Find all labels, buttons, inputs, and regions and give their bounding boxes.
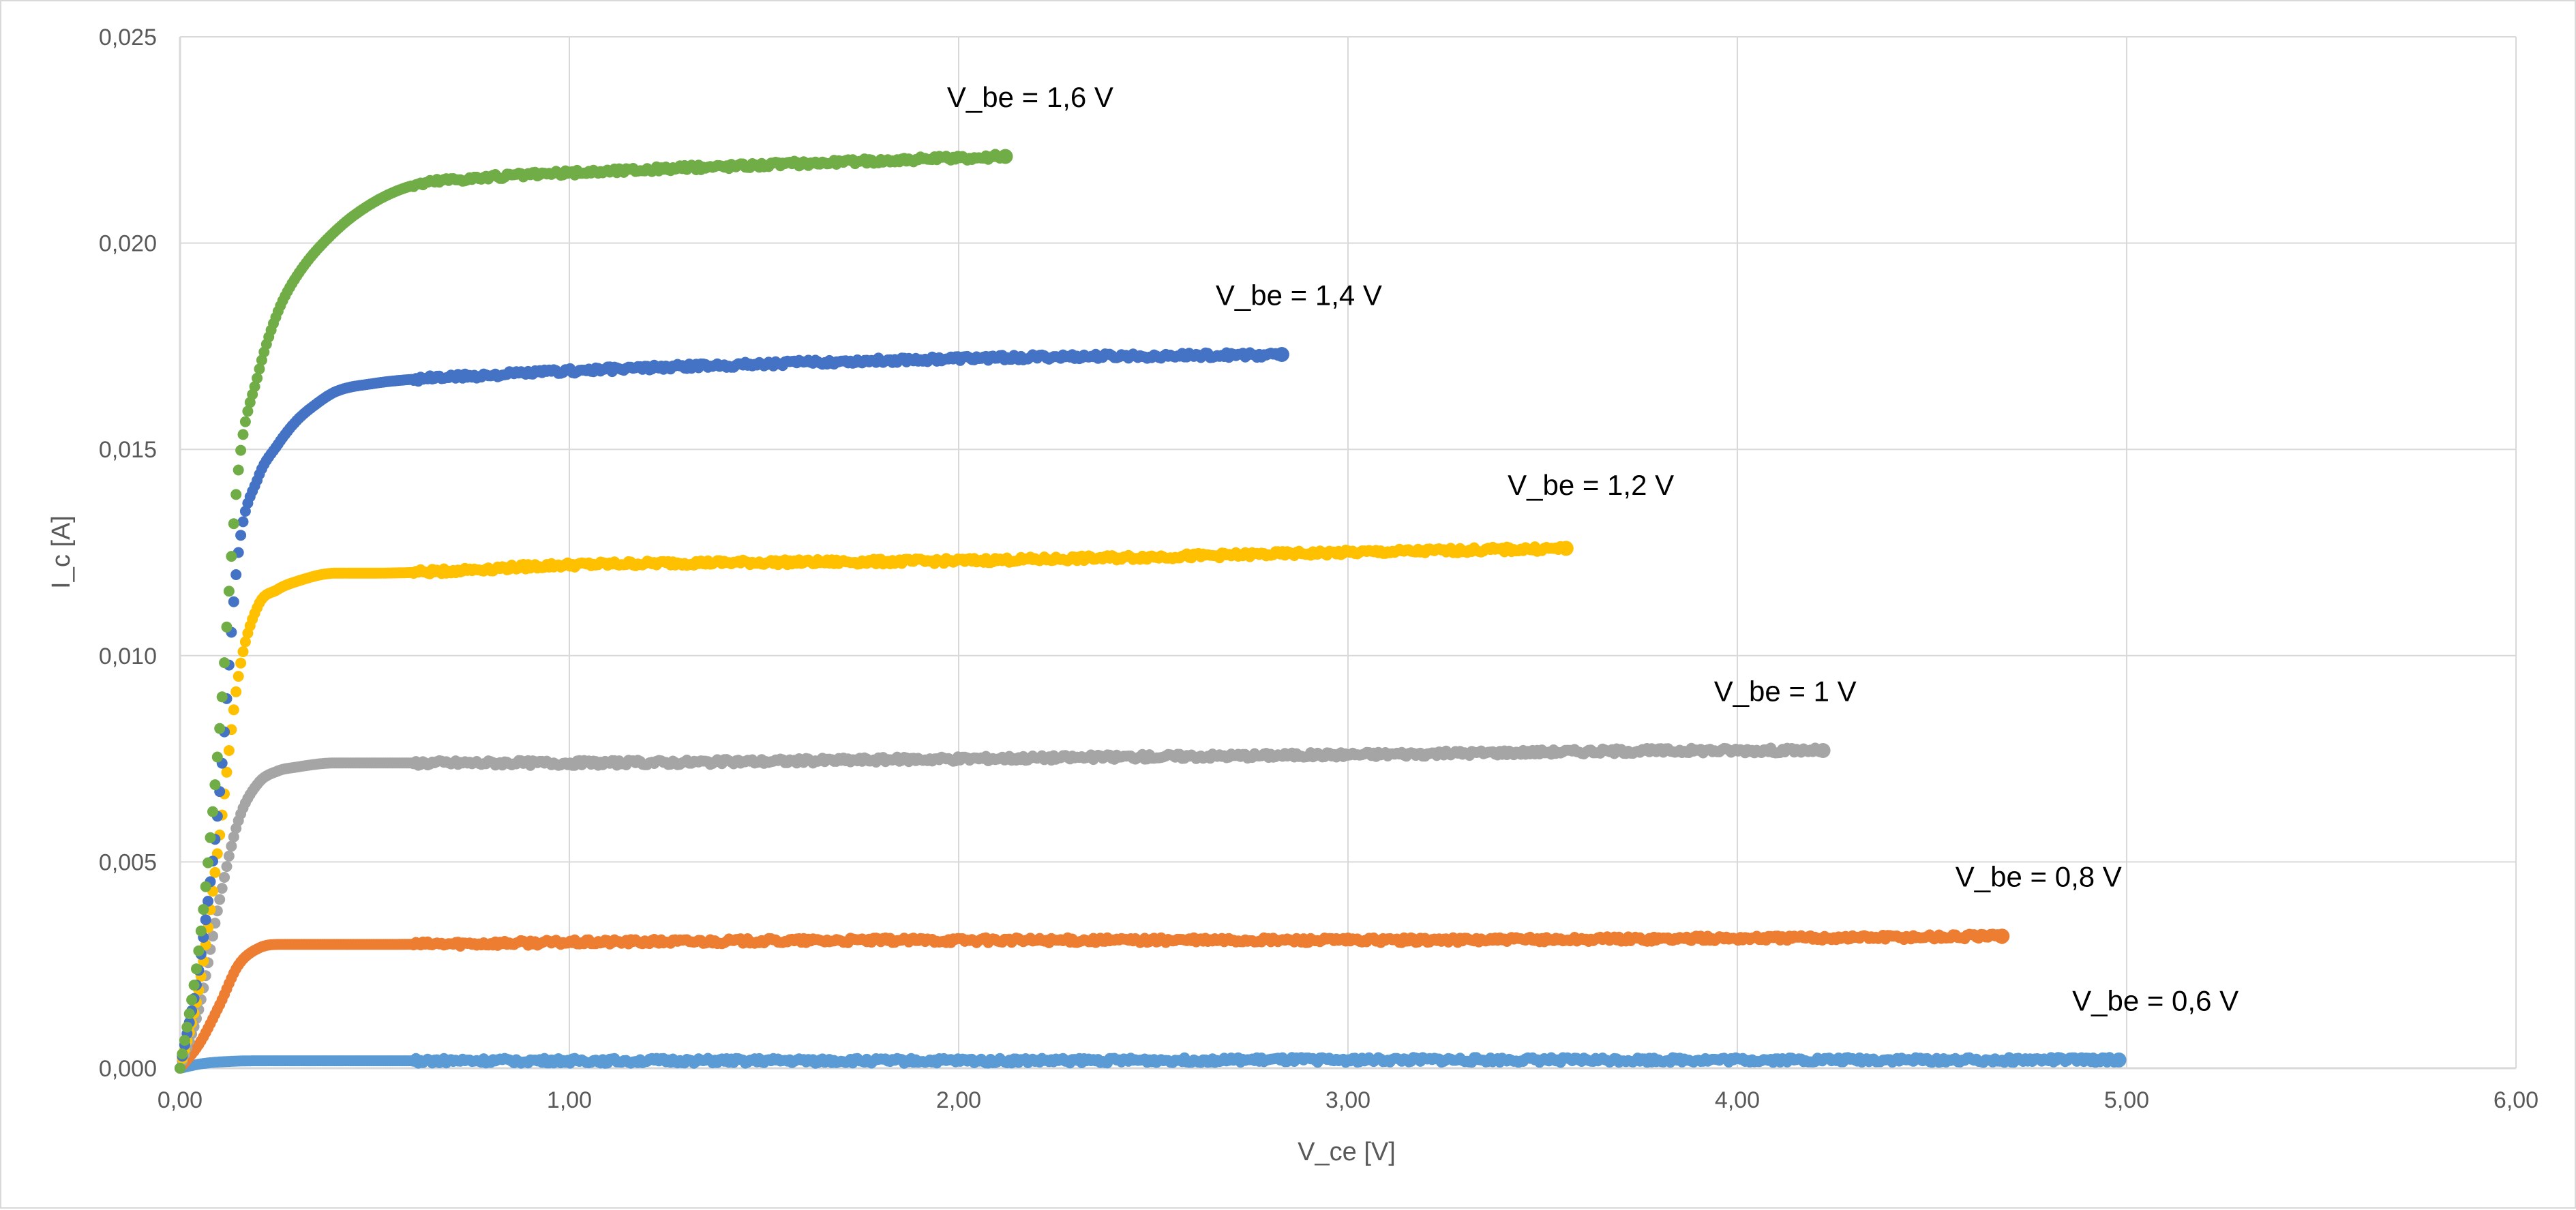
data-point [223, 850, 235, 862]
data-point [226, 841, 237, 852]
data-point [219, 872, 230, 883]
x-tick-label: 6,00 [2493, 1087, 2538, 1113]
x-tick-label: 3,00 [1326, 1087, 1371, 1113]
data-point [200, 914, 211, 926]
series-end-point [1815, 743, 1831, 758]
data-point [216, 691, 228, 703]
y-axis-title: I_c [A] [47, 515, 76, 589]
y-tick-label: 0,025 [99, 25, 157, 50]
series-4 [175, 347, 1289, 1074]
data-point [188, 980, 200, 991]
series-end-point [1558, 541, 1574, 556]
data-point [237, 646, 249, 657]
data-point [235, 530, 247, 541]
series-2 [175, 742, 1831, 1074]
data-point [177, 1048, 188, 1059]
data-point [233, 671, 244, 682]
data-point [216, 883, 228, 894]
data-point [179, 1035, 190, 1046]
data-point [205, 832, 216, 843]
series-label: V_be = 0,8 V [1956, 861, 2122, 893]
x-tick-label: 1,00 [547, 1087, 592, 1113]
data-point [228, 596, 239, 607]
data-point [230, 569, 242, 580]
series-0 [175, 1052, 2127, 1074]
data-point [219, 657, 230, 669]
x-tick-label: 5,00 [2104, 1087, 2149, 1113]
data-point [223, 745, 235, 756]
data-point [228, 704, 239, 716]
data-point [233, 464, 244, 476]
data-point [214, 894, 226, 905]
series-end-point [1994, 928, 2010, 944]
data-point [230, 489, 242, 500]
data-point [237, 516, 249, 528]
data-point [226, 551, 237, 562]
data-point [214, 723, 226, 734]
data-point [203, 896, 214, 907]
data-point [228, 831, 239, 843]
x-axis-title: V_ce [V] [1298, 1138, 1396, 1166]
series-label: V_be = 1 V [1714, 675, 1857, 707]
data-point [207, 931, 218, 942]
y-tick-label: 0,020 [99, 231, 157, 257]
data-point [207, 806, 218, 817]
series-3 [175, 541, 1574, 1074]
y-tick-label: 0,015 [99, 437, 157, 463]
data-point [221, 861, 233, 873]
y-tick-label: 0,000 [99, 1056, 157, 1082]
data-point [239, 416, 251, 427]
y-tick-label: 0,010 [99, 644, 157, 669]
data-point [235, 444, 247, 456]
data-point [254, 363, 265, 375]
data-point [200, 881, 211, 892]
label-layer: V_be = 0,6 V V_be = 0,8 V V_be = 1 V V_be =… [947, 81, 2238, 1016]
series-end-point [998, 149, 1013, 164]
data-point [252, 372, 263, 384]
x-tick-label: 0,00 [158, 1087, 203, 1113]
x-tick-label: 4,00 [1715, 1087, 1760, 1113]
data-point [228, 518, 239, 530]
data-point [237, 429, 249, 440]
data-point [193, 945, 205, 956]
data-point [183, 1008, 195, 1020]
data-point [211, 751, 223, 763]
y-tick-label: 0,005 [99, 849, 157, 875]
data-point [221, 766, 233, 778]
series-1 [175, 928, 2010, 1074]
data-point [198, 904, 209, 916]
data-point [249, 381, 260, 393]
data-point [242, 406, 254, 417]
series-5 [175, 149, 1013, 1074]
data-point [221, 621, 233, 633]
series-label: V_be = 0,6 V [2072, 984, 2238, 1016]
data-point [186, 994, 198, 1005]
data-point [175, 1063, 185, 1074]
data-point [239, 636, 251, 648]
data-point [223, 586, 235, 597]
data-point [209, 779, 221, 791]
data-point [230, 686, 242, 697]
series-end-point [2111, 1052, 2127, 1068]
series-label: V_be = 1,4 V [1216, 279, 1382, 311]
data-point [181, 1021, 193, 1033]
data-point [195, 925, 207, 937]
series-layer [175, 149, 2127, 1074]
series-label: V_be = 1,2 V [1508, 469, 1674, 501]
x-tick-label: 2,00 [936, 1087, 981, 1113]
data-point [209, 866, 221, 878]
series-end-point [1274, 347, 1289, 362]
data-point [191, 963, 202, 975]
data-point [256, 354, 267, 366]
series-label: V_be = 1,6 V [947, 81, 1113, 113]
grid-layer [179, 36, 2517, 1069]
data-point [203, 857, 214, 868]
data-point [235, 657, 247, 669]
